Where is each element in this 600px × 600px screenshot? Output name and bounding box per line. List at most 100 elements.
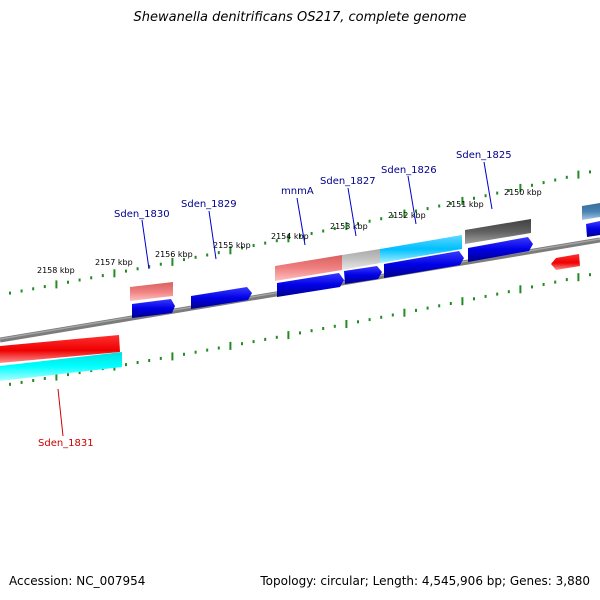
tick-minor [299, 331, 301, 335]
tick-minor [380, 315, 383, 319]
tick-minor [322, 229, 325, 233]
feature-sden-1825 [465, 219, 531, 244]
tick-minor [159, 262, 162, 266]
tick-minor [252, 340, 255, 344]
tick-minor [380, 217, 383, 221]
tick-major [229, 341, 232, 350]
gene-arrow [191, 287, 252, 309]
tick-minor [183, 352, 185, 356]
gene-label-sden-1831: Sden_1831 [38, 438, 94, 449]
tick-label: 2158 kbp [37, 266, 75, 275]
tick-minor [136, 361, 139, 364]
feature-steel [582, 203, 600, 220]
gene-label-sden-1830: Sden_1830 [114, 209, 170, 220]
tick-minor [101, 274, 104, 278]
tick-minor [264, 337, 267, 341]
tick-minor [20, 289, 23, 293]
tick-minor [264, 241, 267, 245]
tick-major [461, 196, 464, 205]
tick-minor [438, 204, 441, 208]
tick-minor [565, 175, 568, 179]
tick-minor [275, 335, 278, 339]
tick-minor [565, 278, 568, 282]
topology-summary: Topology: circular; Length: 4,545,906 bp… [260, 574, 590, 588]
tick-label: 2150 kbp [504, 188, 542, 197]
gene-label-sden-1825: Sden_1825 [456, 150, 512, 161]
tick-minor [32, 287, 35, 291]
map-title: Shewanella denitrificans OS217, complete… [133, 10, 467, 25]
tick-minor [496, 191, 499, 195]
tick-minor [391, 313, 394, 317]
tick-major [461, 297, 464, 306]
feature-sden-1830 [130, 282, 173, 301]
tick-minor [391, 214, 394, 218]
tick-label: 2154 kbp [271, 232, 309, 241]
tick-minor [299, 234, 301, 238]
tick-major [519, 285, 522, 294]
tick-minor [310, 329, 313, 333]
gene-arrow [586, 221, 600, 237]
tick-minor [473, 297, 475, 301]
tick-minor [43, 377, 46, 380]
tick-minor [20, 380, 23, 384]
tick-minor [252, 244, 255, 247]
tick-major [287, 234, 290, 243]
tick-major [577, 170, 580, 179]
tick-minor [32, 379, 35, 382]
tick-minor [542, 283, 545, 286]
tick-minor [275, 239, 278, 243]
tick-minor [484, 294, 487, 298]
tick-minor [415, 308, 417, 312]
tick-minor [542, 181, 545, 185]
tick-minor [415, 209, 417, 213]
tick-minor [368, 219, 371, 223]
tick-minor [206, 348, 209, 352]
tick-major [113, 269, 116, 278]
tick-minor [217, 346, 220, 350]
tick-minor [531, 285, 533, 289]
feature-sden-1831 [0, 335, 120, 363]
feature-sden-1826 [380, 235, 462, 263]
tick-minor [484, 194, 487, 198]
label-leaders [57, 161, 493, 437]
tick-minor [125, 363, 127, 367]
tick-major [171, 257, 174, 266]
tick-minor [449, 302, 452, 305]
tick-minor [554, 280, 557, 284]
tick-major [577, 273, 580, 282]
tick-minor [206, 253, 209, 257]
tick-minor [67, 280, 69, 284]
tick-minor [473, 196, 475, 200]
tick-minor [426, 207, 429, 211]
tick-minor [507, 290, 510, 294]
gene-arrow [344, 266, 382, 284]
tick-minor [78, 371, 81, 375]
tick-minor [90, 276, 93, 280]
tick-major [55, 280, 58, 289]
accession-text: Accession: NC_007954 [9, 574, 146, 588]
tick-minor [322, 327, 325, 330]
tick-minor [589, 273, 591, 277]
tick-label: 2155 kbp [213, 241, 251, 250]
tick-minor [148, 265, 151, 268]
tick-minor [43, 285, 46, 289]
tick-minor [183, 258, 185, 262]
gene-arrow [468, 237, 533, 262]
feature-sden-1827 [342, 249, 380, 270]
tick-minor [333, 227, 336, 231]
gene-arrow [132, 299, 175, 318]
tick-major [171, 352, 174, 361]
tick-minor [507, 189, 510, 192]
tick-minor [78, 278, 81, 282]
tick-minor [531, 183, 533, 187]
tick-minor [496, 292, 499, 296]
gene-label-mnma: mnmA [281, 186, 314, 197]
tick-major [345, 320, 348, 328]
tick-minor [194, 350, 197, 354]
tick-minor [9, 291, 11, 295]
tick-label: 2156 kbp [155, 250, 193, 259]
tick-minor [357, 222, 359, 226]
gene-arrows [132, 221, 600, 318]
tick-minor [67, 373, 69, 377]
